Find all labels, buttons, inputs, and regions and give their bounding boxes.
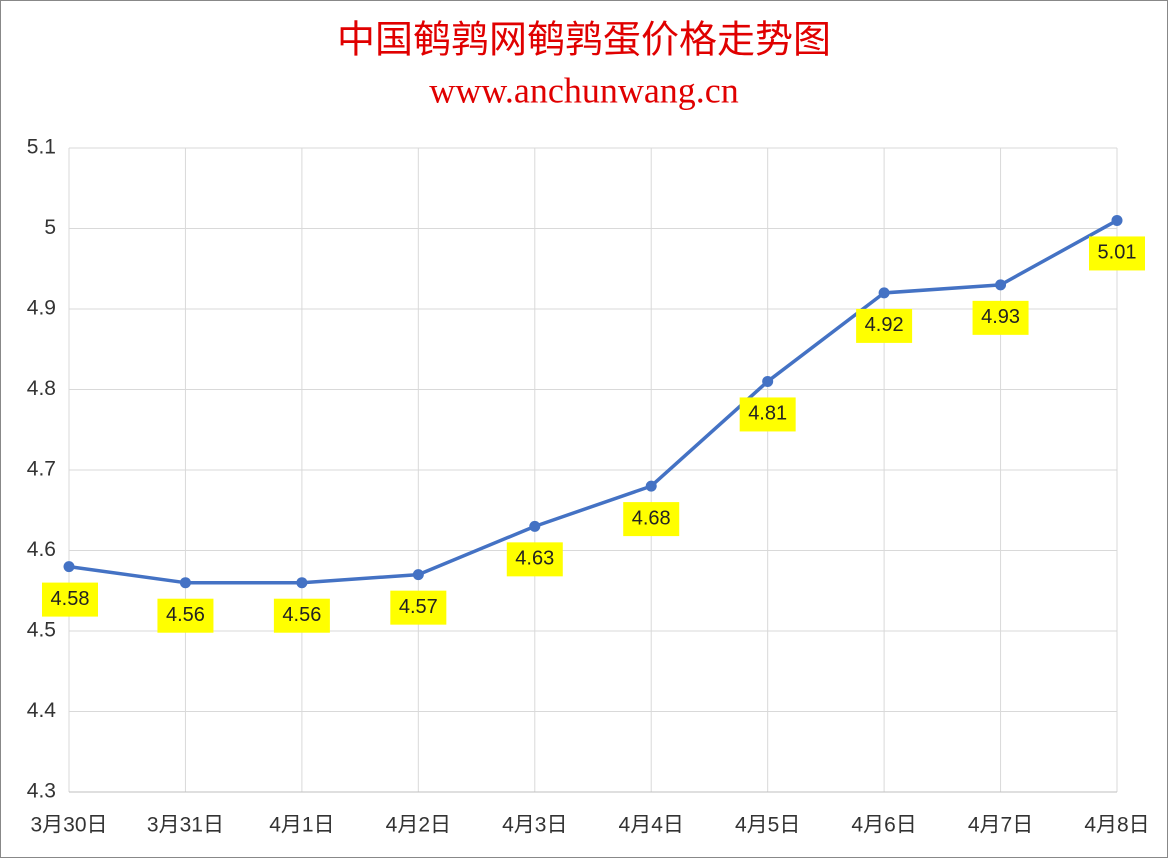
chart-subtitle: www.anchunwang.cn xyxy=(429,70,739,110)
point xyxy=(1111,214,1123,226)
y-tick-label: 4.6 xyxy=(27,538,56,561)
x-tick-label: 4月5日 xyxy=(735,814,800,837)
data-label-bg xyxy=(623,502,680,537)
y-tick-label: 4.7 xyxy=(27,458,56,481)
y-tick-label: 4.5 xyxy=(27,619,56,642)
data-label: 4.56 xyxy=(166,604,205,626)
data-label: 4.68 xyxy=(632,507,671,529)
point xyxy=(412,569,424,581)
data-label: 4.92 xyxy=(865,314,904,336)
point xyxy=(529,520,541,532)
data-label-bg xyxy=(42,582,98,617)
y-tick-label: 4.8 xyxy=(27,377,56,400)
x-tick-label: 4月7日 xyxy=(968,814,1033,837)
data-label: 4.57 xyxy=(399,596,438,618)
chart-title: 中国鹌鹑网鹌鹑蛋价格走势图 xyxy=(337,20,831,62)
data-label-bg xyxy=(739,397,796,432)
data-label-bg xyxy=(390,590,447,625)
x-tick-label: 4月3日 xyxy=(502,814,567,837)
point xyxy=(995,279,1007,291)
x-tick-label: 3月30日 xyxy=(30,814,107,837)
y-tick-label: 5.1 xyxy=(27,136,56,159)
data-label: 4.56 xyxy=(282,604,321,626)
point xyxy=(645,480,657,492)
point xyxy=(762,375,774,387)
data-label-bg xyxy=(1089,236,1145,271)
x-tick-label: 4月6日 xyxy=(851,814,916,837)
data-label-bg xyxy=(856,308,913,343)
y-tick-label: 4.4 xyxy=(27,699,57,722)
point xyxy=(878,287,890,299)
data-label-bg xyxy=(972,300,1029,335)
point xyxy=(63,561,75,573)
point xyxy=(179,577,191,589)
series-line xyxy=(68,218,1118,585)
data-label-bg xyxy=(506,542,563,577)
data-label-bg xyxy=(273,598,330,633)
x-tick-label: 4月1日 xyxy=(269,814,334,837)
data-label: 4.58 xyxy=(51,588,90,610)
x-tick-label: 4月8日 xyxy=(1084,814,1149,837)
data-label: 4.81 xyxy=(748,403,787,425)
point xyxy=(296,577,308,589)
data-label-bg xyxy=(157,598,214,633)
y-tick-label: 4.9 xyxy=(27,297,56,320)
y-tick-label: 5 xyxy=(44,216,56,239)
x-tick-label: 3月31日 xyxy=(147,814,224,837)
data-label: 4.63 xyxy=(515,548,554,570)
x-tick-label: 4月4日 xyxy=(619,814,684,837)
x-tick-label: 4月2日 xyxy=(386,814,451,837)
data-label: 5.01 xyxy=(1098,242,1137,264)
data-label: 4.93 xyxy=(981,306,1020,328)
y-tick-label: 4.3 xyxy=(27,780,56,803)
